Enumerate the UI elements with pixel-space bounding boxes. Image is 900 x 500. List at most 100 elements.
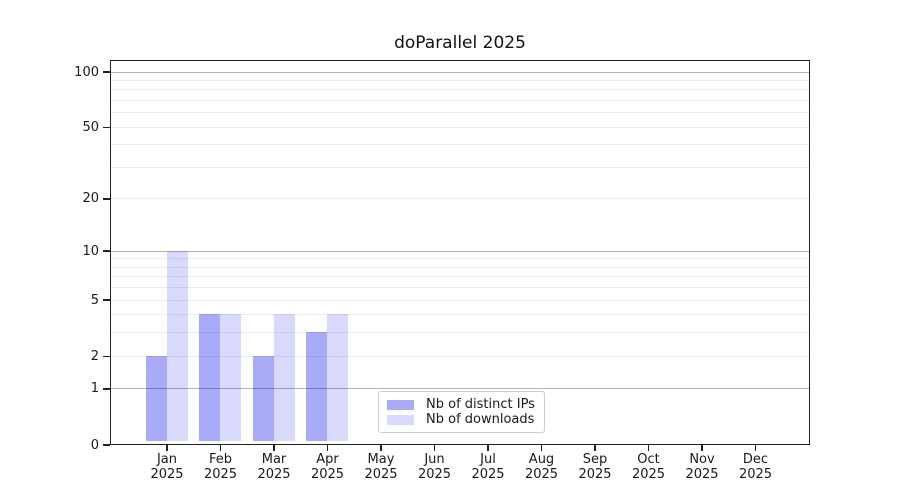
y-tick-mark <box>103 388 110 390</box>
x-tick-label-year: 2025 <box>738 467 773 482</box>
x-tick-label-month: Mar <box>261 452 287 467</box>
gridline-minor <box>111 89 809 91</box>
gridline-minor <box>111 314 809 316</box>
bar-distinct-ips-feb <box>199 314 220 442</box>
bar-downloads-apr <box>327 314 348 442</box>
x-tick-mark <box>166 445 168 451</box>
x-tick-mark <box>594 445 596 451</box>
legend-row: Nb of distinct IPs <box>387 397 536 412</box>
x-tick-label-month: May <box>367 452 395 467</box>
gridline-minor <box>111 99 809 101</box>
x-tick-mark <box>701 445 703 451</box>
y-tick-mark <box>103 198 110 200</box>
gridline-minor <box>111 355 809 357</box>
x-tick-label-month: Sep <box>582 452 608 467</box>
x-tick-label: Oct 2025 <box>621 452 677 482</box>
x-tick-label-month: Jan <box>156 452 178 467</box>
x-tick-label-month: Nov <box>689 452 715 467</box>
x-tick-label: Nov 2025 <box>674 452 730 482</box>
x-tick-mark <box>647 445 650 451</box>
gridline-minor <box>111 276 809 278</box>
gridline-minor <box>111 79 809 81</box>
x-tick-label-month: Dec <box>742 452 769 467</box>
bar-downloads-jan <box>166 250 188 442</box>
y-tick-label: 1 <box>90 381 99 397</box>
x-tick-label: Dec 2025 <box>728 452 784 482</box>
legend-label: Nb of distinct IPs <box>426 397 535 412</box>
y-tick-mark <box>103 250 110 252</box>
x-tick-mark <box>433 445 436 451</box>
gridline-minor <box>111 198 809 200</box>
gridline-minor <box>111 112 809 114</box>
y-tick-label: 100 <box>74 64 99 80</box>
x-tick-label-year: 2025 <box>471 467 505 482</box>
x-tick-label-year: 2025 <box>310 467 345 482</box>
x-tick-mark <box>487 445 489 451</box>
y-tick-label: 2 <box>90 348 99 364</box>
x-tick-label-year: 2025 <box>417 467 452 482</box>
gridline-minor <box>111 144 809 146</box>
x-tick-label-month: Jul <box>480 452 496 467</box>
y-tick-mark <box>103 355 110 357</box>
x-tick-label: Aug 2025 <box>514 452 570 482</box>
x-tick-label: Jun 2025 <box>407 452 463 482</box>
gridline-minor <box>111 266 809 268</box>
y-tick-mark <box>103 444 110 446</box>
x-tick-label: May 2025 <box>353 452 409 482</box>
y-tick-mark <box>103 299 110 301</box>
gridline-minor <box>111 258 809 260</box>
x-tick-label-year: 2025 <box>685 467 719 482</box>
gridline-major <box>111 71 809 73</box>
gridline-minor <box>111 166 809 168</box>
x-tick-mark <box>754 445 757 451</box>
bar-distinct-ips-jan <box>145 355 167 442</box>
gridline-minor <box>111 332 809 334</box>
x-tick-label: Feb 2025 <box>193 452 249 482</box>
x-tick-label-month: Feb <box>208 452 233 467</box>
x-tick-label: Jul 2025 <box>460 452 516 482</box>
y-tick-label: 50 <box>82 119 99 135</box>
gridline-minor <box>111 287 809 289</box>
x-tick-label: Apr 2025 <box>300 452 356 482</box>
plot-area <box>110 60 810 445</box>
x-tick-label: Jan 2025 <box>139 452 195 482</box>
y-tick-mark <box>103 126 110 128</box>
y-tick-label: 5 <box>90 292 99 308</box>
legend-label: Nb of downloads <box>426 412 535 427</box>
gridline-major <box>111 250 809 252</box>
x-tick-mark <box>540 445 543 451</box>
bar-downloads-feb <box>220 314 241 442</box>
x-tick-label-year: 2025 <box>578 467 612 482</box>
x-tick-mark <box>273 445 275 451</box>
x-tick-mark <box>380 445 382 451</box>
x-tick-mark <box>326 445 329 451</box>
bar-downloads-mar <box>273 314 295 442</box>
y-tick-mark <box>103 71 110 73</box>
y-tick-label: 10 <box>82 243 99 259</box>
legend-row: Nb of downloads <box>387 412 536 427</box>
x-tick-label-year: 2025 <box>524 467 559 482</box>
x-tick-label-year: 2025 <box>203 467 238 482</box>
bar-distinct-ips-apr <box>306 332 327 442</box>
x-tick-mark <box>219 445 222 451</box>
legend: Nb of distinct IPs Nb of downloads <box>378 391 545 433</box>
gridline-minor <box>111 299 809 301</box>
x-tick-label-month: Apr <box>316 452 339 467</box>
x-tick-label-month: Oct <box>637 452 660 467</box>
x-tick-label-month: Jun <box>424 452 445 467</box>
x-tick-label-year: 2025 <box>150 467 184 482</box>
x-tick-label: Sep 2025 <box>567 452 623 482</box>
x-tick-label-month: Aug <box>528 452 555 467</box>
chart-title: doParallel 2025 <box>394 33 526 53</box>
bar-distinct-ips-mar <box>252 355 274 442</box>
gridline-major <box>111 388 809 390</box>
x-tick-label-year: 2025 <box>364 467 398 482</box>
x-tick-label-year: 2025 <box>631 467 666 482</box>
legend-swatch-distinct-ips <box>387 399 414 410</box>
legend-swatch-downloads <box>387 414 414 425</box>
x-tick-label-year: 2025 <box>257 467 291 482</box>
y-tick-label: 0 <box>90 437 99 453</box>
x-tick-label: Mar 2025 <box>246 452 302 482</box>
y-tick-label: 20 <box>82 191 99 207</box>
